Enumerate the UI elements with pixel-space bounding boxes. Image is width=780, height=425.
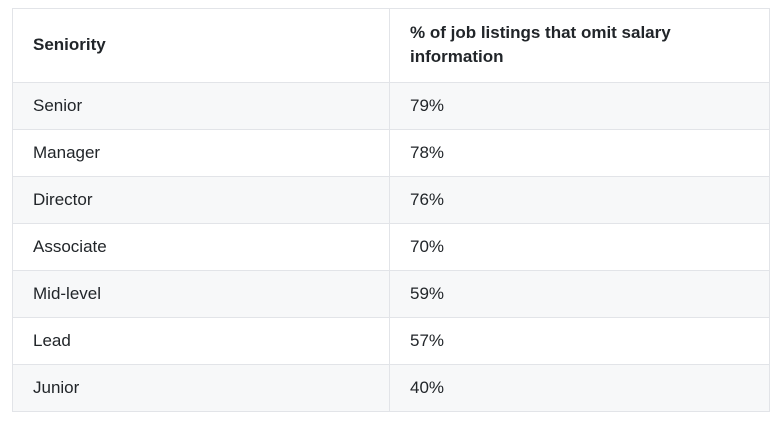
table-row: Associate 70%: [12, 223, 770, 271]
table-row: Manager 78%: [12, 129, 770, 177]
cell-seniority: Associate: [12, 223, 390, 271]
cell-seniority: Lead: [12, 317, 390, 365]
cell-percentage: 76%: [389, 176, 770, 224]
cell-percentage: 57%: [389, 317, 770, 365]
cell-percentage: 79%: [389, 82, 770, 130]
cell-seniority: Senior: [12, 82, 390, 130]
cell-seniority: Junior: [12, 364, 390, 412]
table-row: Director 76%: [12, 176, 770, 224]
cell-percentage: 40%: [389, 364, 770, 412]
table-body: Senior 79% Manager 78% Director 76% Asso…: [12, 82, 770, 412]
cell-seniority: Mid-level: [12, 270, 390, 318]
table-row: Junior 40%: [12, 364, 770, 412]
table-row: Lead 57%: [12, 317, 770, 365]
table-row: Senior 79%: [12, 82, 770, 130]
table-row: Mid-level 59%: [12, 270, 770, 318]
cell-percentage: 70%: [389, 223, 770, 271]
table-header-row: Seniority % of job listings that omit sa…: [12, 8, 770, 83]
column-header-omit-salary-pct: % of job listings that omit salary infor…: [389, 8, 770, 83]
cell-seniority: Manager: [12, 129, 390, 177]
table-header: Seniority % of job listings that omit sa…: [12, 8, 770, 83]
column-header-seniority: Seniority: [12, 8, 390, 83]
cell-seniority: Director: [12, 176, 390, 224]
salary-omission-table: Seniority % of job listings that omit sa…: [12, 8, 770, 412]
cell-percentage: 59%: [389, 270, 770, 318]
cell-percentage: 78%: [389, 129, 770, 177]
